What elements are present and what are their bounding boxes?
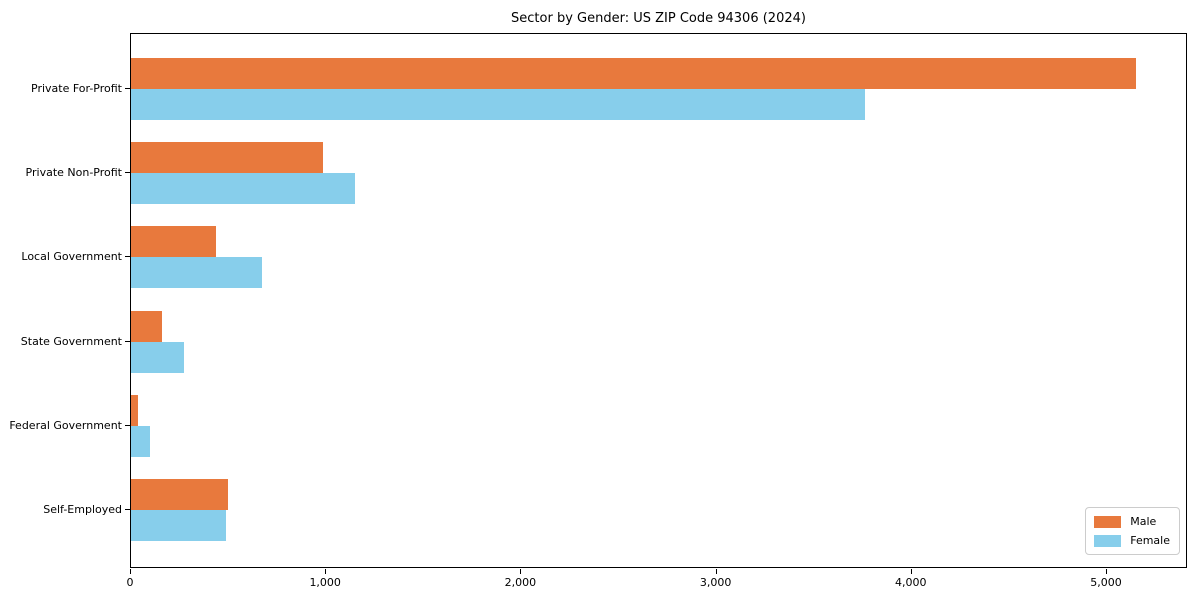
y-axis-label: Self-Employed xyxy=(43,503,122,516)
x-tick-mark xyxy=(715,569,717,574)
chart-title: Sector by Gender: US ZIP Code 94306 (202… xyxy=(511,11,806,26)
x-tick-mark xyxy=(520,569,522,574)
legend-item-male: Male xyxy=(1094,515,1170,528)
y-axis-label: Local Government xyxy=(21,250,122,264)
y-axis-label: Federal Government xyxy=(9,418,122,432)
plot-area xyxy=(130,33,1187,568)
x-tick-mark xyxy=(910,569,912,574)
female-bar xyxy=(131,89,865,120)
legend-label-female: Female xyxy=(1130,534,1170,547)
x-tick-mark xyxy=(130,569,131,574)
male-bar xyxy=(131,310,163,342)
male-bar xyxy=(131,142,324,174)
x-tick-label: 3,000 xyxy=(699,576,732,589)
x-tick-label: 5,000 xyxy=(1090,576,1122,589)
y-tick-mark xyxy=(125,172,130,174)
female-bar xyxy=(131,173,356,205)
x-tick-label: 1,000 xyxy=(309,576,341,589)
female-bar xyxy=(131,257,262,289)
male-bar xyxy=(131,479,228,510)
x-tick-label: 4,000 xyxy=(895,576,927,589)
y-tick-mark xyxy=(125,509,130,510)
y-axis-label: Private For-Profit xyxy=(31,82,122,95)
y-tick-mark xyxy=(125,340,130,342)
y-axis-label: Private Non-Profit xyxy=(25,166,122,180)
y-axis-label: State Government xyxy=(20,334,122,348)
y-tick-mark xyxy=(125,424,130,426)
y-tick-mark xyxy=(125,88,130,89)
male-bar xyxy=(131,58,1137,89)
legend-swatch-female-icon xyxy=(1094,534,1122,547)
y-tick-mark xyxy=(125,256,130,258)
legend-item-female: Female xyxy=(1094,534,1170,547)
female-bar xyxy=(131,425,150,457)
female-bar xyxy=(131,341,184,373)
x-tick-label: 2,000 xyxy=(504,576,537,589)
x-tick-mark xyxy=(325,569,327,574)
male-bar xyxy=(131,226,216,258)
x-tick-label: 0 xyxy=(126,576,134,589)
female-bar xyxy=(131,510,226,541)
legend-swatch-male-icon xyxy=(1094,515,1122,528)
legend-label-male: Male xyxy=(1130,515,1157,528)
x-tick-mark xyxy=(1105,569,1107,574)
legend: Male Female xyxy=(1085,507,1180,555)
male-bar xyxy=(131,394,138,426)
